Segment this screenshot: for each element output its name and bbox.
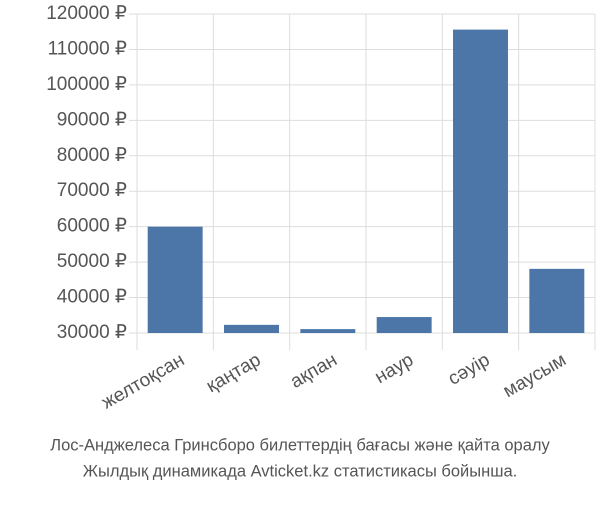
y-tick-label: 30000 ₽ bbox=[57, 322, 127, 343]
y-tick-label: 100000 ₽ bbox=[46, 74, 127, 95]
caption-line: Лос-Анджелеса Гринсборо билеттердің баға… bbox=[50, 436, 550, 454]
bar bbox=[453, 29, 508, 334]
y-tick-label: 80000 ₽ bbox=[57, 145, 127, 166]
y-tick-label: 60000 ₽ bbox=[57, 216, 127, 237]
bar bbox=[529, 268, 585, 333]
bar bbox=[300, 329, 356, 333]
y-tick-label: 50000 ₽ bbox=[57, 251, 127, 272]
x-tick-label: ақпан bbox=[287, 349, 341, 392]
y-tick-label: 110000 ₽ bbox=[48, 38, 127, 59]
y-tick-label: 120000 ₽ bbox=[46, 3, 127, 24]
y-tick-label: 90000 ₽ bbox=[57, 109, 127, 130]
bar bbox=[224, 324, 279, 333]
bar bbox=[147, 226, 203, 333]
x-tick-label: маусым bbox=[500, 349, 570, 402]
y-tick-label: 40000 ₽ bbox=[57, 287, 127, 308]
bar bbox=[376, 317, 432, 333]
x-tick-label: қаңтар bbox=[203, 349, 265, 397]
x-tick-label: наур bbox=[371, 349, 417, 388]
x-tick-label: сәуір bbox=[445, 349, 494, 389]
caption-line: Жылдық динамикада Avticket.kz статистика… bbox=[83, 462, 518, 480]
y-tick-label: 70000 ₽ bbox=[57, 180, 127, 201]
x-tick-label: желтоқсан bbox=[98, 349, 188, 413]
